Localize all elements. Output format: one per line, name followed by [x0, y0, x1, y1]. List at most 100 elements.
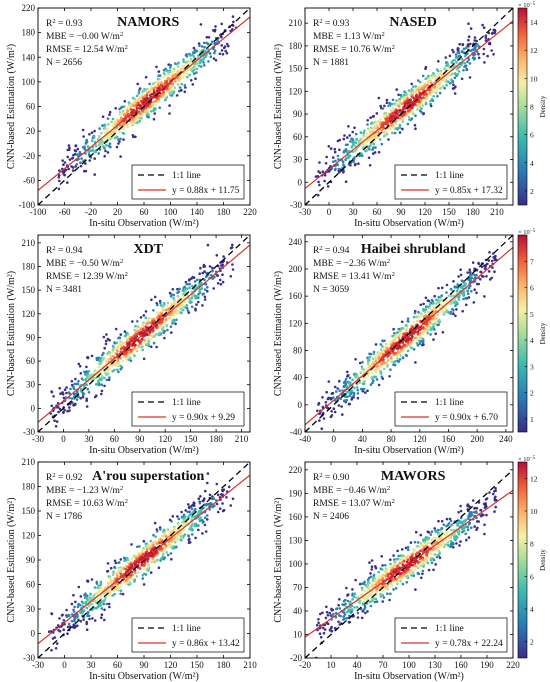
data-point [201, 532, 204, 535]
data-point [337, 620, 340, 624]
data-point [117, 344, 121, 348]
data-point [172, 296, 175, 300]
data-point [77, 379, 80, 383]
data-point [110, 354, 113, 358]
data-point [343, 134, 346, 137]
y-tick-label: 140 [22, 52, 36, 62]
data-point [108, 339, 111, 342]
data-point [319, 612, 322, 616]
legend-box [394, 164, 508, 200]
data-point [176, 65, 180, 68]
data-point [190, 533, 194, 536]
data-point [116, 368, 119, 372]
data-point [79, 387, 83, 391]
data-point [98, 135, 101, 138]
data-point [448, 517, 452, 521]
data-point [169, 552, 173, 555]
data-point [464, 532, 468, 536]
data-point [367, 156, 371, 160]
legend-label-fit: y = 0.90x + 9.29 [172, 413, 235, 423]
data-point [395, 115, 398, 119]
data-point [417, 339, 421, 343]
data-point [72, 593, 75, 597]
data-point [169, 63, 173, 67]
data-point [405, 324, 409, 328]
data-point [82, 609, 86, 612]
data-point [324, 401, 328, 404]
data-point [392, 554, 395, 557]
data-point [204, 49, 207, 53]
data-point [360, 616, 364, 620]
data-point [152, 82, 155, 85]
data-point [326, 622, 330, 626]
data-point [445, 64, 448, 68]
data-point [50, 648, 53, 652]
data-point [463, 61, 466, 65]
data-point [199, 266, 202, 270]
data-point [436, 323, 440, 327]
data-point [95, 582, 99, 585]
data-point [70, 613, 74, 616]
data-point [62, 410, 65, 414]
data-point [440, 294, 444, 297]
colorbar-label: Density [539, 95, 547, 117]
data-point [473, 507, 476, 510]
data-point [199, 23, 203, 26]
data-point [118, 111, 122, 114]
data-point [169, 294, 173, 298]
x-tick-label: 100 [164, 207, 178, 217]
data-point [403, 93, 406, 97]
data-point [438, 81, 441, 84]
data-point [77, 585, 81, 589]
data-point [402, 105, 406, 109]
legend-label-one-to-one: 1:1 line [172, 398, 201, 408]
data-point [106, 127, 110, 131]
data-point [81, 395, 85, 399]
data-point [85, 405, 89, 408]
data-point [119, 589, 123, 592]
data-point [61, 392, 65, 396]
data-point [468, 76, 472, 79]
data-point [206, 285, 209, 289]
data-point [411, 112, 415, 116]
data-point [119, 137, 122, 141]
data-point [443, 86, 447, 90]
data-point [370, 568, 374, 571]
data-point [76, 624, 79, 627]
data-point [390, 359, 394, 362]
data-point [453, 72, 457, 75]
data-point [317, 621, 320, 625]
data-point [149, 539, 153, 543]
data-point [188, 73, 191, 77]
data-point [386, 343, 389, 346]
data-point [66, 632, 69, 635]
data-point [73, 605, 76, 609]
data-point [108, 142, 112, 145]
data-point [467, 286, 471, 290]
data-point [156, 542, 159, 546]
data-point [490, 259, 494, 263]
data-point [389, 592, 392, 596]
data-point [87, 391, 91, 394]
data-point [315, 623, 319, 627]
data-point [186, 62, 189, 66]
data-point [379, 343, 383, 346]
data-point [100, 143, 103, 146]
data-point [399, 117, 402, 120]
data-point [493, 499, 497, 502]
data-point [332, 396, 335, 399]
data-point [346, 374, 350, 377]
data-point [144, 89, 147, 92]
data-point [153, 295, 157, 299]
data-point [211, 495, 214, 498]
x-tick-label: 0 [327, 207, 332, 217]
data-point [66, 181, 69, 184]
data-point [440, 310, 444, 314]
data-point [188, 514, 191, 517]
data-point [378, 138, 382, 141]
legend-box [394, 391, 508, 427]
data-point [371, 381, 374, 385]
data-point [434, 77, 438, 80]
data-point [364, 611, 367, 615]
y-tick-label: 60 [26, 356, 36, 366]
